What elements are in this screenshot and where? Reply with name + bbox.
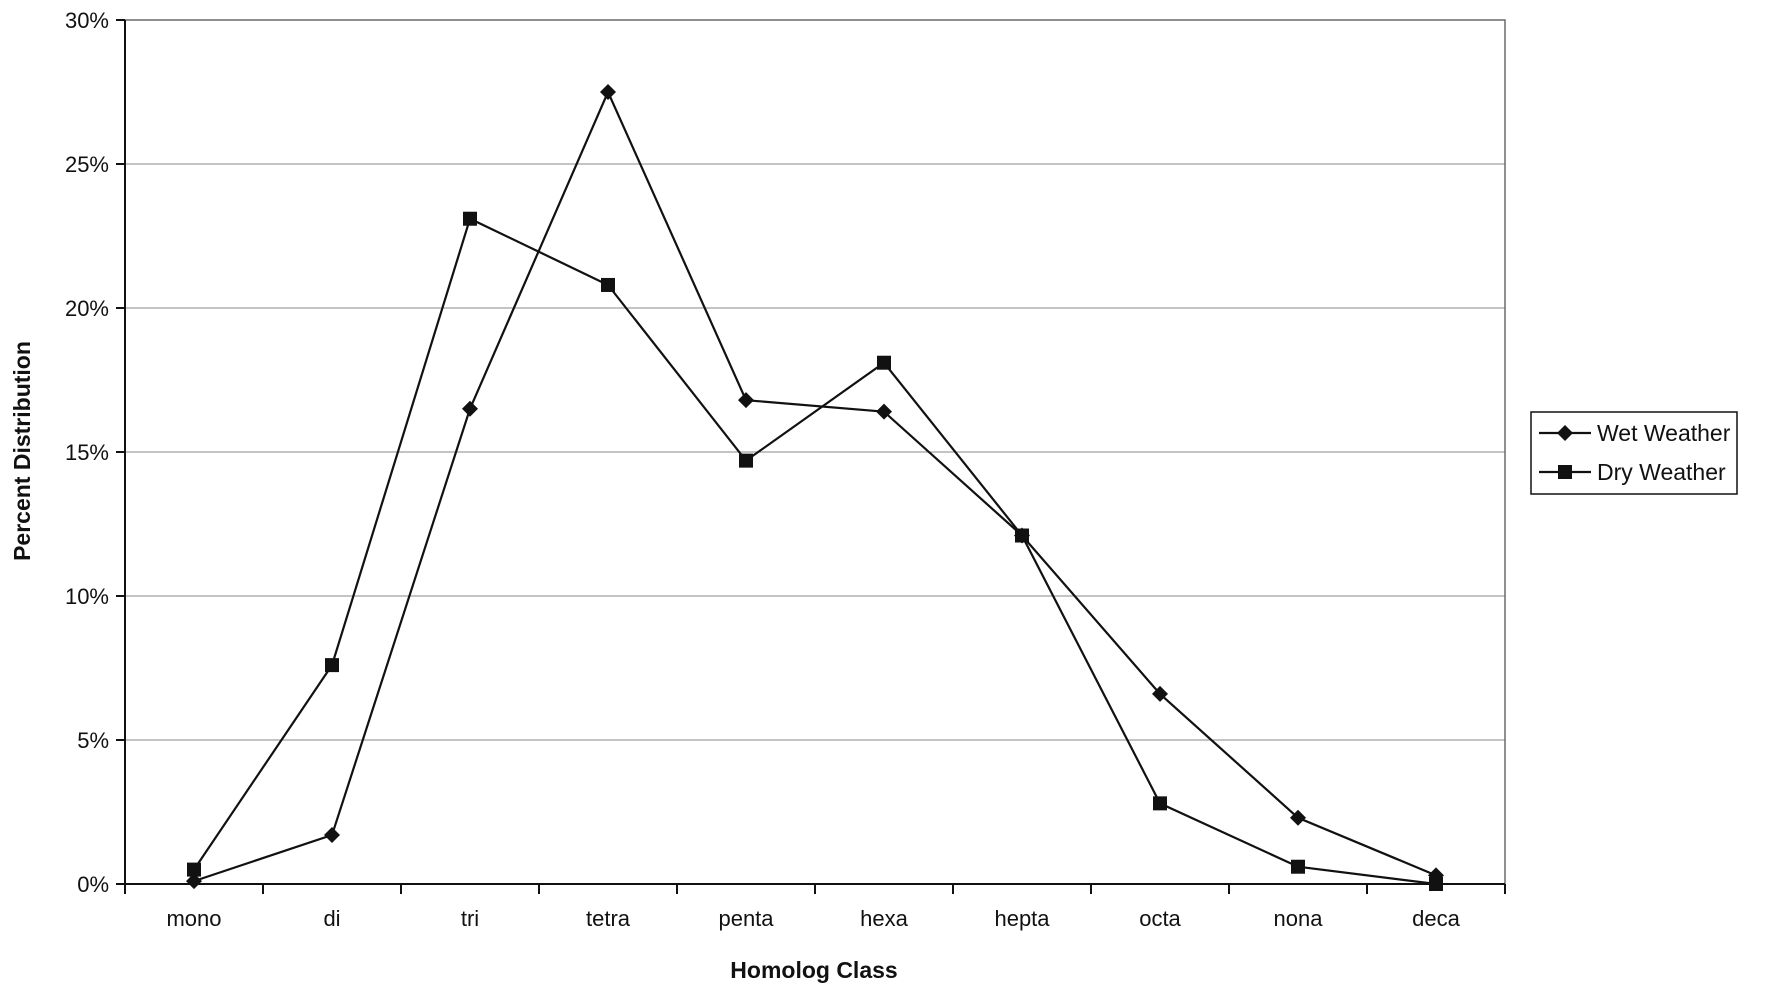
y-tick-label-1: 5% (77, 728, 109, 753)
y-tick-label-2: 10% (65, 584, 109, 609)
y-axis-ticks: 0% 5% 10% 15% 20% 25% 30% (65, 8, 125, 897)
x-tick-label-tetra: tetra (586, 906, 631, 931)
point-dry-weather-hepta (1015, 528, 1029, 543)
x-tick-label-hexa: hexa (860, 906, 908, 931)
series-line-wet-weather (193, 89, 1437, 883)
point-dry-weather-tri (463, 211, 477, 226)
point-wet-weather-tetra (600, 84, 616, 100)
legend: Wet Weather Dry Weather (1530, 411, 1738, 495)
point-dry-weather-di (325, 658, 339, 673)
x-tick-label-tri: tri (461, 906, 479, 931)
point-wet-weather-hexa (876, 403, 892, 420)
legend-label-wet-weather: Wet Weather (1597, 420, 1731, 446)
series-line-dry-weather (193, 217, 1437, 886)
point-dry-weather-tetra (601, 277, 615, 292)
point-dry-weather-nona (1291, 859, 1305, 874)
legend-box (1530, 411, 1738, 495)
x-tick-label-octa: octa (1139, 906, 1181, 931)
point-wet-weather-penta (738, 392, 754, 409)
point-dry-weather-deca (1429, 877, 1443, 891)
y-tick-label-4: 20% (65, 296, 109, 321)
x-tick-label-mono: mono (166, 906, 221, 931)
point-dry-weather-mono (187, 862, 201, 877)
point-wet-weather-di (324, 827, 340, 844)
y-tick-label-0: 0% (77, 872, 109, 897)
x-tick-label-di: di (323, 906, 340, 931)
y-tick-label-3: 15% (65, 440, 109, 465)
legend-label-dry-weather: Dry Weather (1597, 459, 1726, 485)
x-axis-ticks: mono di tri tetra penta hexa hepta octa nona deca (124, 884, 1506, 931)
series-group (186, 84, 1444, 891)
point-wet-weather-tri (462, 400, 478, 417)
y-tick-label-5: 25% (65, 152, 109, 177)
x-tick-label-deca: deca (1412, 906, 1460, 931)
point-dry-weather-hexa (877, 355, 891, 370)
point-dry-weather-penta (739, 453, 753, 468)
x-tick-label-hepta: hepta (994, 906, 1050, 931)
point-wet-weather-mono (186, 873, 202, 890)
point-dry-weather-octa (1153, 796, 1167, 811)
y-tick-label-6: 30% (65, 8, 109, 33)
point-wet-weather-octa (1152, 685, 1168, 702)
point-wet-weather-nona (1290, 809, 1306, 826)
legend-marker-dry-weather (1558, 465, 1572, 479)
legend-marker-wet-weather (1557, 425, 1573, 441)
x-tick-label-penta: penta (718, 906, 774, 931)
x-axis-title: Homolog Class (730, 957, 897, 983)
y-axis-title: Percent Distribution (9, 341, 35, 561)
x-tick-label-nona: nona (1274, 906, 1324, 931)
